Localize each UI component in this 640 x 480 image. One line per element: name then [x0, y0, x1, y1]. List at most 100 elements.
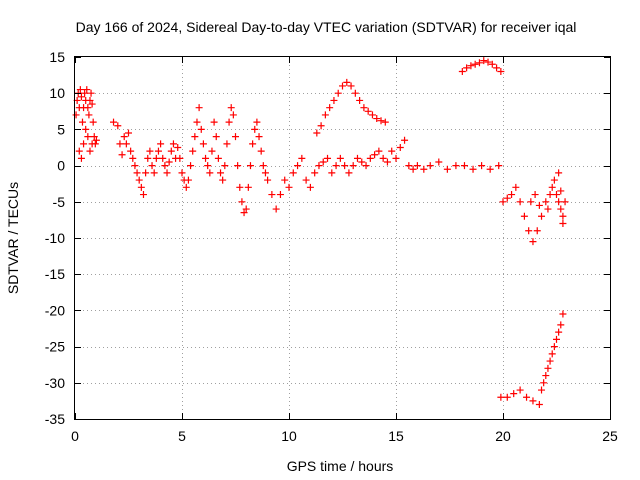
data-point-afternoon-arc	[347, 82, 355, 90]
data-point-morning-scatter	[146, 147, 154, 155]
data-point-late-high	[475, 59, 483, 67]
data-point-midday-band	[379, 154, 387, 162]
data-point-morning-scatter	[118, 151, 126, 159]
data-point-morning-scatter	[157, 140, 165, 148]
data-point-morning-scatter	[234, 162, 242, 170]
data-point-morning-scatter	[197, 125, 205, 133]
data-point-late-high	[480, 57, 488, 65]
data-point-midday-band	[298, 154, 306, 162]
data-point-morning-scatter	[238, 198, 246, 206]
data-point-morning-scatter	[142, 169, 150, 177]
data-point-morning-scatter	[244, 183, 252, 191]
data-point-afternoon-arc	[334, 89, 342, 97]
plot-frame	[74, 56, 611, 420]
data-point-morning-scatter	[223, 140, 231, 148]
data-point-afternoon-arc	[317, 122, 325, 130]
y-tick-label: 5	[57, 121, 65, 137]
data-point-end-cluster	[557, 187, 565, 195]
data-point-morning-scatter	[116, 140, 124, 148]
data-point-midday-band	[375, 147, 383, 155]
data-point-midday-band	[495, 162, 503, 170]
data-point-early-high	[84, 104, 92, 112]
data-point-afternoon-arc	[351, 89, 359, 97]
data-point-midday-band	[336, 154, 344, 162]
data-point-afternoon-arc	[381, 118, 389, 126]
data-point-midday-band	[311, 169, 319, 177]
data-point-morning-scatter	[131, 162, 139, 170]
y-tick-label: 0	[57, 158, 65, 174]
data-point-midday-band	[405, 162, 413, 170]
data-point-morning-scatter	[148, 162, 156, 170]
data-point-deep-negative	[503, 393, 511, 401]
data-point-deep-negative	[548, 350, 556, 358]
data-point-midday-band	[353, 154, 361, 162]
y-tick-label: -30	[45, 375, 65, 391]
data-point-midday-band	[358, 158, 366, 166]
data-point-end-cluster	[559, 212, 567, 220]
data-point-morning-scatter	[178, 169, 186, 177]
y-tick-label: 15	[49, 49, 65, 65]
data-point-midday-band	[469, 165, 477, 173]
data-point-morning-scatter	[135, 176, 143, 184]
x-tick-label: 0	[71, 428, 79, 444]
data-point-late-dip	[499, 198, 507, 206]
chart-title: Day 166 of 2024, Sidereal Day-to-day VTE…	[76, 19, 577, 35]
data-point-midday-band	[413, 162, 421, 170]
data-point-late-dip	[533, 227, 541, 235]
data-point-morning-scatter	[122, 140, 130, 148]
data-point-deep-negative	[550, 343, 558, 351]
data-point-deep-negative	[510, 390, 518, 398]
data-point-morning-scatter	[242, 205, 250, 213]
data-point-midday-band	[324, 154, 332, 162]
data-point-morning-scatter	[219, 176, 227, 184]
data-point-afternoon-arc	[339, 82, 346, 90]
data-point-late-dip	[555, 169, 563, 177]
data-point-midday-band	[332, 162, 340, 170]
data-point-morning-scatter	[249, 140, 257, 148]
data-point-deep-negative	[538, 386, 546, 394]
y-tick-label: 10	[49, 85, 65, 101]
data-point-midday-band	[341, 162, 349, 170]
data-point-afternoon-arc	[377, 117, 385, 125]
data-point-morning-scatter	[208, 147, 216, 155]
data-point-late-dip	[542, 198, 550, 206]
data-point-early-high	[86, 96, 94, 104]
data-point-early-high	[82, 125, 90, 133]
x-tick-label: 20	[495, 428, 511, 444]
y-tick-label: -25	[45, 339, 65, 355]
data-point-early-high	[84, 133, 92, 141]
data-point-midday-band	[272, 205, 280, 213]
data-point-early-high	[75, 147, 83, 155]
data-point-morning-scatter	[229, 111, 237, 119]
data-point-early-high	[86, 147, 94, 155]
data-point-deep-negative	[523, 393, 531, 401]
data-point-end-cluster	[555, 198, 563, 206]
data-point-midday-band	[478, 162, 486, 170]
data-point-early-high	[88, 140, 96, 148]
y-tick-label: -10	[45, 230, 65, 246]
data-point-midday-band	[426, 162, 434, 170]
data-point-midday-band	[420, 165, 428, 173]
data-point-midday-band	[396, 144, 404, 151]
data-point-morning-scatter	[199, 140, 207, 148]
data-point-midday-band	[319, 158, 327, 166]
data-point-midday-band	[486, 165, 494, 173]
data-point-early-high	[87, 89, 95, 97]
x-tick-label: 5	[178, 428, 186, 444]
data-point-late-dip	[508, 191, 516, 199]
data-point-afternoon-arc	[330, 96, 338, 104]
data-point-morning-scatter	[114, 122, 122, 130]
data-point-morning-scatter	[191, 133, 199, 141]
x-tick-label: 15	[388, 428, 404, 444]
data-point-morning-scatter	[257, 147, 265, 155]
data-point-morning-scatter	[225, 118, 233, 126]
data-point-late-dip	[525, 227, 533, 235]
data-point-morning-scatter	[161, 162, 169, 170]
data-point-midday-band	[383, 158, 391, 166]
data-point-morning-scatter	[221, 162, 229, 170]
data-point-morning-scatter	[240, 209, 248, 217]
data-point-morning-scatter	[212, 133, 220, 141]
data-point-morning-scatter	[174, 144, 182, 151]
data-point-deep-negative	[559, 310, 567, 318]
data-point-morning-scatter	[144, 154, 152, 162]
